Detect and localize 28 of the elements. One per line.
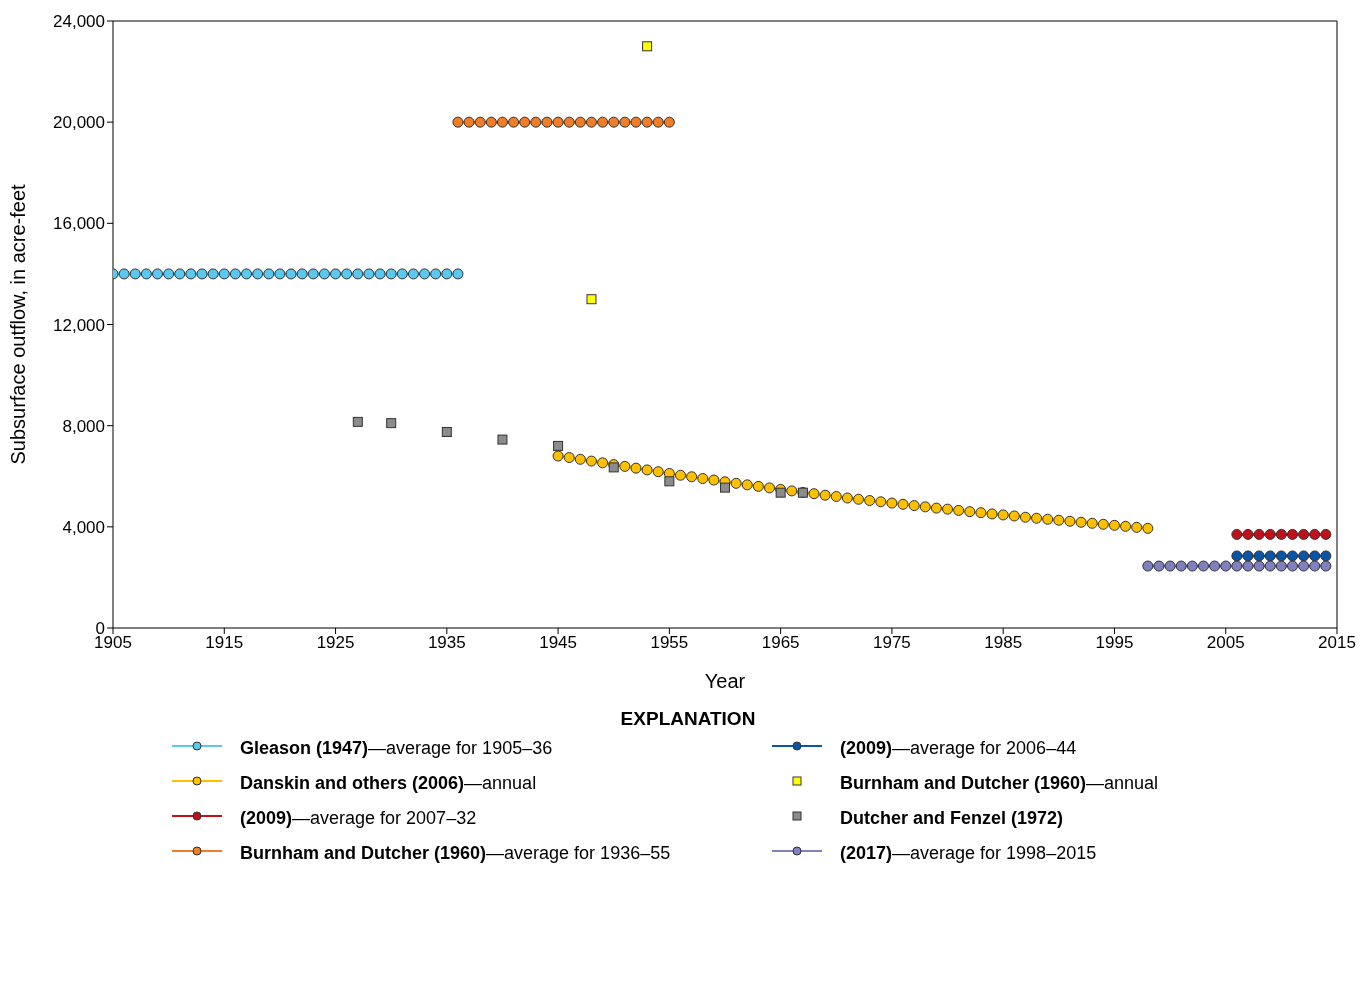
x-tick-label: 1995 [1095, 633, 1134, 653]
x-tick-label: 1945 [539, 633, 577, 653]
legend-label: Burnham and Dutcher (1960)—annual [840, 773, 1159, 793]
y-tick-label: 8,000 [62, 416, 105, 436]
y-tick-label: 20,000 [53, 113, 105, 133]
x-tick-label: 1935 [427, 633, 466, 653]
x-tick-label: 2015 [1318, 633, 1356, 653]
x-tick-label: 2005 [1206, 633, 1245, 653]
y-axis-title: Subsurface outflow, in acre-feet [7, 183, 30, 465]
y-tick-label: 16,000 [53, 214, 105, 234]
y-tick-label: 4,000 [62, 517, 105, 537]
legend-label: (2009)—average for 2006–44 [840, 738, 1077, 758]
legend-title: EXPLANATION [619, 708, 757, 730]
x-tick-label: 1955 [650, 633, 689, 653]
x-tick-label: 1925 [316, 633, 355, 653]
y-tick-label: 12,000 [53, 315, 105, 335]
legend-label: (2017)—average for 1998–2015 [840, 843, 1097, 863]
legend-label: Gleason (1947)—average for 1905–36 [240, 738, 553, 758]
x-tick-label: 1975 [873, 633, 911, 653]
legend-label: Burnham and Dutcher (1960)—average for 1936–55 [240, 843, 671, 863]
y-tick-label: 24,000 [53, 12, 105, 32]
x-tick-label: 1965 [761, 633, 800, 653]
x-axis-title: Year [704, 670, 746, 692]
x-tick-label: 1985 [984, 633, 1023, 653]
x-tick-label: 1915 [205, 633, 244, 653]
legend-label: Dutcher and Fenzel (1972) [840, 808, 1064, 828]
legend-label: (2009)—average for 2007–32 [240, 808, 477, 828]
legend-label: Danskin and others (2006)—annual [240, 773, 537, 793]
